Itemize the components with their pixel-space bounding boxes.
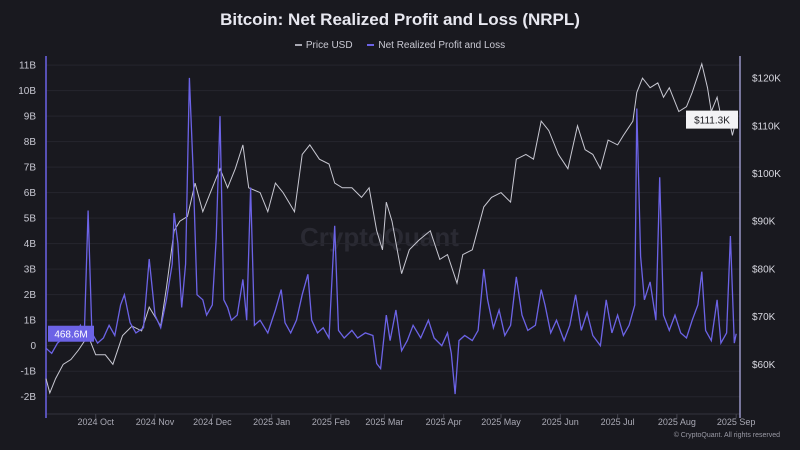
legend-label-nrpl: Net Realized Profit and Loss (378, 40, 506, 51)
left-tick-label: 9B (24, 112, 37, 123)
legend-item-price[interactable]: Price USD (294, 40, 353, 51)
x-tick-label: 2025 May (481, 417, 521, 427)
legend-label-price: Price USD (305, 40, 353, 51)
left-tick-label: 5B (24, 214, 37, 225)
right-tick-label: $60K (752, 360, 776, 371)
left-tick-label: 10B (18, 86, 36, 97)
x-tick-label: 2025 Sep (717, 417, 756, 427)
legend-swatch-nrpl (367, 44, 375, 47)
left-tick-label: 7B (24, 163, 37, 174)
x-tick-label: 2025 Jul (601, 417, 635, 427)
x-tick-label: 2025 Feb (312, 417, 350, 427)
x-tick-label: 2025 Mar (365, 417, 403, 427)
price-current-label: $111.3K (694, 116, 730, 127)
legend: Price USD Net Realized Profit and Loss (0, 40, 800, 51)
right-tick-label: $100K (752, 169, 781, 180)
left-tick-label: 1B (24, 316, 37, 327)
x-tick-label: 2025 Aug (658, 417, 696, 427)
x-tick-label: 2024 Nov (136, 417, 175, 427)
x-tick-label: 2025 Jan (253, 417, 290, 427)
x-tick-label: 2025 Jun (542, 417, 579, 427)
left-tick-label: 8B (24, 137, 37, 148)
legend-swatch-price (294, 44, 302, 47)
nrpl-line (45, 77, 737, 395)
x-tick-label: 2025 Apr (426, 417, 462, 427)
x-tick-label: 2024 Oct (77, 417, 114, 427)
left-tick-label: 2B (24, 290, 37, 301)
right-tick-label: $90K (752, 217, 776, 228)
copyright: © CryptoQuant. All rights reserved (673, 432, 780, 439)
price-current-badge (686, 110, 738, 129)
right-tick-label: $110K (752, 121, 781, 132)
nrpl-current-badge (48, 325, 94, 342)
x-tick-label: 2024 Dec (193, 417, 232, 427)
right-tick-label: $80K (752, 264, 776, 275)
left-tick-label: -1B (20, 367, 36, 378)
left-tick-label: 11B (19, 61, 36, 72)
price-line (45, 61, 737, 395)
left-tick-label: 3B (24, 265, 37, 276)
nrpl-current-label: 468.6M (54, 330, 87, 341)
left-tick-label: 4B (24, 239, 37, 250)
chart-title: Bitcoin: Net Realized Profit and Loss (N… (220, 10, 580, 29)
right-tick-label: $120K (752, 74, 781, 85)
legend-item-nrpl[interactable]: Net Realized Profit and Loss (367, 40, 505, 51)
right-tick-label: $70K (752, 312, 776, 323)
left-tick-label: -2B (20, 392, 36, 403)
left-tick-label: 0 (30, 341, 36, 352)
left-tick-label: 6B (24, 188, 37, 199)
